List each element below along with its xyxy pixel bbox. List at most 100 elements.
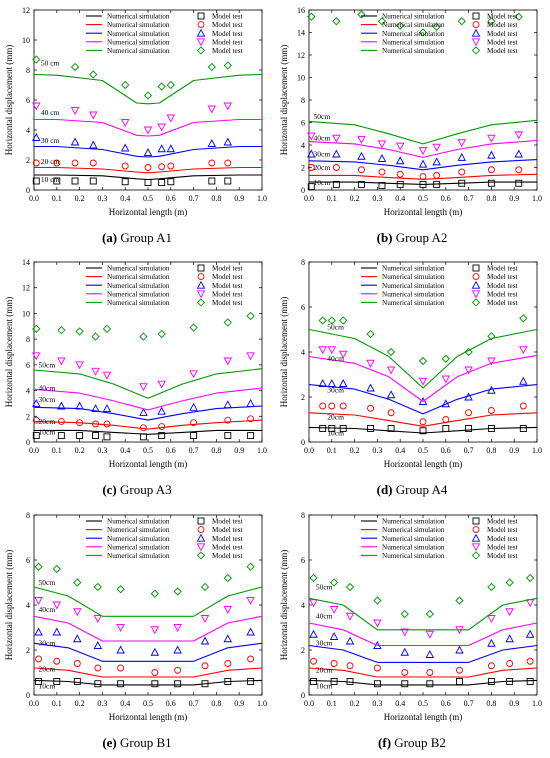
test-point	[525, 629, 535, 638]
x-tick-label: 0.6	[441, 194, 451, 203]
x-tick-label: 0.6	[441, 446, 451, 455]
legend-entry: Numerical simulation Model test	[361, 517, 518, 526]
x-tick-label: 0.6	[441, 699, 451, 708]
test-point	[487, 678, 495, 685]
legend-test-label: Model test	[487, 13, 518, 21]
test-point	[339, 425, 347, 432]
x-tick-label: 0.5	[418, 699, 428, 708]
test-point	[327, 346, 337, 355]
y-tick-label: 10	[297, 74, 305, 83]
legend-entry: Numerical simulation Model test	[361, 290, 518, 298]
x-tick-label: 0.2	[350, 446, 360, 455]
depth-label: 10cm	[39, 681, 56, 690]
test-point	[373, 664, 381, 672]
test-point	[32, 432, 40, 440]
x-tick-label: 0.5	[418, 194, 428, 203]
test-point	[71, 177, 79, 185]
test-point	[465, 409, 473, 417]
legend-test-label: Model test	[212, 552, 243, 560]
chart-svg-b1: 0.0 0.1 0.2 0.3 0.4 0.5 0.6 0.7 0.8 0.9 1.0 0 2 4 6 8 Ho…	[4, 511, 267, 722]
test-point	[76, 419, 84, 427]
test-point	[329, 578, 339, 587]
test-point	[425, 650, 435, 658]
legend-sim-label: Numerical simulation	[107, 47, 170, 55]
test-point	[121, 80, 130, 90]
legend-marker	[472, 21, 480, 29]
test-point	[418, 377, 428, 386]
x-tick-label: 0.5	[143, 699, 153, 708]
x-tick-label: 1.0	[257, 194, 267, 203]
test-point	[157, 406, 166, 415]
test-point	[377, 140, 387, 149]
test-point	[70, 137, 80, 146]
depth-label: 20cm	[327, 413, 344, 422]
x-tick-label: 0.2	[75, 699, 85, 708]
legend-entry: Numerical simulation Model test	[86, 298, 243, 307]
test-point	[246, 597, 255, 605]
test-point	[174, 666, 182, 674]
test-point	[189, 323, 198, 332]
legend-marker	[472, 264, 480, 272]
y-tick-label: 8	[301, 96, 305, 105]
test-point	[246, 627, 255, 636]
x-tick-label: 0.7	[189, 194, 199, 203]
test-point	[73, 608, 82, 617]
x-tick-label: 0.5	[418, 446, 428, 455]
test-point	[310, 678, 318, 685]
test-point	[514, 12, 523, 21]
caption-b1: (e) Group B1	[2, 735, 272, 751]
x-tick-label: 0.3	[372, 699, 382, 708]
x-axis-label: Horizontal length (m)	[384, 207, 462, 217]
y-tick-label: 10	[22, 309, 30, 318]
legend-marker	[196, 38, 206, 47]
sim-line	[34, 166, 262, 174]
test-point	[465, 425, 473, 432]
test-point	[75, 327, 84, 336]
legend-sim-label: Numerical simulation	[107, 543, 170, 551]
legend-sim-label: Numerical simulation	[382, 282, 445, 290]
legend-entry: Numerical simulation Model test	[361, 533, 518, 543]
test-point	[139, 383, 148, 392]
test-point	[116, 585, 125, 594]
test-point	[327, 316, 336, 325]
test-point	[345, 612, 355, 621]
test-point	[207, 62, 216, 72]
legend-sim-label: Numerical simulation	[107, 526, 170, 534]
test-point	[117, 664, 125, 672]
test-point	[327, 379, 337, 387]
caption-letter: (e)	[102, 735, 117, 750]
sim-line	[308, 328, 538, 389]
test-point	[401, 669, 409, 676]
chart-svg-a2: 0.0 0.1 0.2 0.3 0.4 0.5 0.6 0.7 0.8 0.9 1.0 0 2 4 6 8 10…	[279, 6, 542, 217]
sim-line	[34, 174, 262, 181]
sim-line	[308, 354, 538, 403]
test-point	[487, 582, 496, 592]
legend-sim-label: Numerical simulation	[107, 299, 170, 307]
x-tick-label: 0.8	[211, 446, 221, 455]
test-point	[387, 409, 395, 417]
legend-marker	[196, 298, 206, 307]
test-point	[32, 352, 41, 361]
test-point	[70, 62, 80, 72]
legend-marker	[471, 551, 481, 560]
legend-entry: Numerical simulation Model test	[86, 517, 243, 526]
test-point	[378, 182, 386, 189]
test-point	[329, 606, 339, 614]
test-point	[515, 179, 523, 187]
test-point	[158, 432, 166, 440]
x-tick-label: 0.9	[234, 446, 244, 455]
test-point	[173, 624, 182, 632]
series-30cm	[308, 629, 538, 663]
chart-panel-a3: 0.0 0.1 0.2 0.3 0.4 0.5 0.6 0.7 0.8 0.9 1.0 0 2 4 6 8 10…	[0, 252, 275, 500]
test-point	[190, 432, 198, 440]
test-point	[318, 346, 327, 355]
legend-test-label: Model test	[212, 47, 243, 55]
test-point	[367, 404, 375, 412]
x-tick-label: 0.9	[509, 699, 519, 708]
series-50cm	[32, 55, 263, 105]
test-point	[441, 375, 451, 384]
legend-marker	[471, 533, 481, 542]
test-point	[102, 371, 112, 380]
test-point	[328, 402, 336, 410]
test-point	[89, 140, 98, 149]
